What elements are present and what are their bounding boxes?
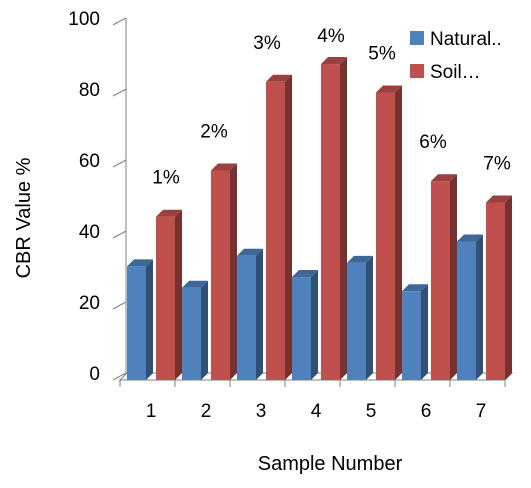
y-tick-mark xyxy=(112,17,127,26)
bar-front xyxy=(486,202,505,380)
y-tick-mark xyxy=(112,230,127,239)
bar-natural-5 xyxy=(347,255,373,380)
bar-top xyxy=(211,163,237,171)
bar-natural-6 xyxy=(402,284,428,380)
bar-natural-3 xyxy=(237,248,263,380)
annotation-label: 6% xyxy=(419,132,447,153)
y-tick-mark xyxy=(112,301,127,310)
bar-top xyxy=(266,74,292,82)
bar-side xyxy=(450,174,457,380)
bar-front xyxy=(402,291,421,380)
bar-side xyxy=(311,270,318,380)
bar-side xyxy=(230,163,237,380)
bar-top xyxy=(486,195,512,203)
x-tick-label: 6 xyxy=(421,401,432,422)
bar-natural-4 xyxy=(292,270,318,380)
bar-top xyxy=(156,209,182,217)
chart-tick-labels: 0 20 40 60 80 100 1 2 3 4 5 6 7 xyxy=(68,9,486,422)
bar-soil-3 xyxy=(266,74,292,381)
bar-top xyxy=(127,259,153,267)
bar-front xyxy=(292,277,311,380)
y-tick-label: 40 xyxy=(79,222,100,243)
bar-side xyxy=(256,248,263,380)
bar-front xyxy=(376,92,395,380)
y-tick-label: 100 xyxy=(68,9,100,30)
annotation-label: 3% xyxy=(253,33,281,54)
legend-label-soil: Soil… xyxy=(430,62,481,83)
y-tick-label: 20 xyxy=(79,293,100,314)
chart-legend: Natural.. Soil… xyxy=(410,29,502,83)
bar-side xyxy=(395,85,402,380)
bar-side xyxy=(366,255,373,380)
bar-soil-6 xyxy=(431,174,457,380)
bar-front xyxy=(127,266,146,380)
y-tick-mark xyxy=(112,372,127,381)
bar-side xyxy=(476,234,483,380)
bar-front xyxy=(321,64,340,381)
y-tick-mark xyxy=(112,88,127,97)
chart-annotations: 1% 2% 3% 4% 5% 6% 7% xyxy=(152,26,511,189)
bar-side xyxy=(285,74,292,381)
bar-top xyxy=(457,234,483,242)
bar-top xyxy=(321,57,347,65)
y-tick-label: 0 xyxy=(89,364,100,385)
annotation-label: 5% xyxy=(368,43,396,64)
bar-top xyxy=(292,270,318,278)
bar-front xyxy=(266,81,285,381)
x-tick-label: 4 xyxy=(311,401,322,422)
annotation-label: 4% xyxy=(317,26,345,47)
x-tick-label: 3 xyxy=(256,401,267,422)
bar-front xyxy=(347,262,366,380)
y-tick-label: 60 xyxy=(79,151,100,172)
bar-front xyxy=(237,255,256,380)
bar-front xyxy=(156,216,175,380)
bar-front xyxy=(457,241,476,380)
bar-top xyxy=(402,284,428,292)
legend-label-natural: Natural.. xyxy=(430,29,502,50)
legend-swatch-soil xyxy=(410,64,424,78)
bar-natural-2 xyxy=(182,280,208,380)
bar-natural-1 xyxy=(127,259,153,380)
x-axis-label: Sample Number xyxy=(258,453,403,475)
x-tick-label: 1 xyxy=(146,401,157,422)
x-tick-label: 7 xyxy=(476,401,487,422)
bar-side xyxy=(201,280,208,380)
bar-top xyxy=(431,174,457,182)
bar-side xyxy=(505,195,512,380)
bar-soil-7 xyxy=(486,195,512,380)
bar-front xyxy=(431,181,450,380)
x-tick-label: 5 xyxy=(366,401,377,422)
bar-soil-2 xyxy=(211,163,237,380)
bar-natural-7 xyxy=(457,234,483,380)
annotation-label: 1% xyxy=(152,168,180,189)
bar-front xyxy=(211,170,230,380)
bar-side xyxy=(421,284,428,380)
legend-swatch-natural xyxy=(410,31,424,45)
y-axis-label: CBR Value % xyxy=(13,157,35,278)
bar-top xyxy=(237,248,263,256)
bar-side xyxy=(146,259,153,380)
bar-soil-5 xyxy=(376,85,402,380)
bar-side xyxy=(175,209,182,380)
chart-bars xyxy=(127,57,512,381)
bar-front xyxy=(182,287,201,380)
bar-top xyxy=(376,85,402,93)
annotation-label: 2% xyxy=(200,122,228,143)
bar-top xyxy=(347,255,373,263)
bar-top xyxy=(182,280,208,288)
bar-side xyxy=(340,57,347,381)
annotation-label: 7% xyxy=(483,154,511,175)
y-tick-mark xyxy=(112,159,127,168)
x-tick-label: 2 xyxy=(201,401,212,422)
bar-soil-4 xyxy=(321,57,347,381)
y-tick-label: 80 xyxy=(79,80,100,101)
bar-soil-1 xyxy=(156,209,182,380)
